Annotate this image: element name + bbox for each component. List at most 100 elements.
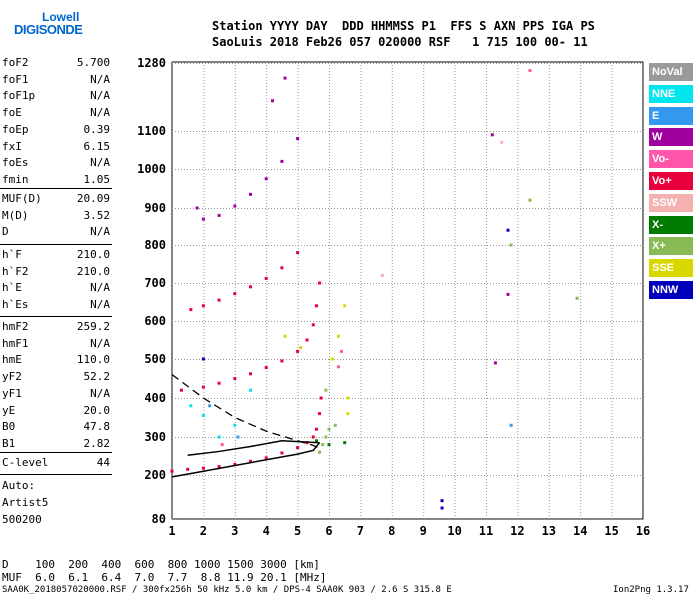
- grid-dot: [266, 305, 268, 306]
- grid-dot: [391, 287, 393, 288]
- grid-dot: [226, 169, 227, 170]
- grid-dot: [643, 464, 644, 465]
- grid-dot: [203, 296, 205, 297]
- grid-dot: [526, 359, 527, 360]
- grid-dot: [643, 257, 644, 258]
- grid-dot: [486, 209, 487, 210]
- grid-dot: [211, 63, 212, 64]
- grid-dot: [400, 321, 401, 322]
- grid-dot: [360, 71, 362, 72]
- grid-dot: [266, 416, 268, 417]
- grid-dot: [486, 413, 487, 414]
- grid-dot: [343, 283, 344, 284]
- grid-dot: [247, 398, 248, 399]
- grid-dot: [349, 519, 350, 520]
- grid-dot: [266, 410, 268, 411]
- grid-dot: [391, 116, 393, 117]
- grid-dot: [409, 321, 410, 322]
- grid-dot: [548, 137, 550, 138]
- grid-dot: [486, 80, 487, 81]
- grid-dot: [184, 321, 185, 322]
- grid-dot: [611, 218, 613, 219]
- grid-dot: [577, 63, 578, 64]
- grid-dot: [266, 275, 268, 276]
- grid-dot: [544, 131, 545, 132]
- grid-dot: [234, 350, 236, 351]
- grid-dot: [548, 449, 550, 450]
- data-point: [327, 427, 331, 431]
- grid-dot: [574, 437, 575, 438]
- grid-dot: [172, 248, 173, 249]
- grid-dot: [430, 131, 431, 132]
- grid-dot: [568, 283, 569, 284]
- grid-dot: [607, 519, 608, 520]
- grid-dot: [619, 131, 620, 132]
- grid-dot: [360, 317, 362, 318]
- grid-dot: [298, 208, 299, 209]
- grid-dot: [611, 446, 613, 447]
- grid-dot: [454, 266, 456, 267]
- grid-dot: [535, 398, 536, 399]
- grid-dot: [337, 245, 338, 246]
- grid-dot: [622, 437, 623, 438]
- grid-dot: [423, 314, 425, 315]
- grid-dot: [203, 506, 205, 507]
- grid-dot: [478, 519, 479, 520]
- grid-dot: [580, 332, 582, 333]
- grid-dot: [486, 179, 487, 180]
- grid-dot: [217, 437, 218, 438]
- grid-dot: [611, 197, 613, 198]
- grid-dot: [463, 131, 464, 132]
- grid-dot: [548, 425, 550, 426]
- grid-dot: [241, 283, 242, 284]
- grid-dot: [481, 208, 482, 209]
- grid-dot: [234, 362, 236, 363]
- grid-dot: [486, 461, 487, 462]
- grid-dot: [595, 519, 596, 520]
- grid-dot: [486, 452, 487, 453]
- grid-dot: [423, 491, 425, 492]
- param-value: 52.2: [83, 370, 111, 384]
- grid-dot: [430, 169, 431, 170]
- grid-dot: [535, 63, 536, 64]
- grid-dot: [211, 169, 212, 170]
- grid-dot: [316, 519, 317, 520]
- grid-dot: [298, 475, 299, 476]
- grid-dot: [250, 208, 251, 209]
- grid-dot: [266, 365, 268, 366]
- grid-dot: [220, 208, 221, 209]
- grid-dot: [466, 398, 467, 399]
- grid-dot: [611, 140, 613, 141]
- grid-dot: [172, 332, 173, 333]
- grid-dot: [520, 437, 521, 438]
- grid-dot: [548, 500, 550, 501]
- grid-dot: [360, 518, 362, 519]
- grid-dot: [277, 131, 278, 132]
- grid-dot: [517, 71, 519, 72]
- grid-dot: [486, 362, 487, 363]
- grid-dot: [329, 257, 330, 258]
- grid-dot: [611, 485, 613, 486]
- grid-dot: [172, 251, 173, 252]
- grid-dot: [289, 283, 290, 284]
- grid-dot: [175, 63, 176, 64]
- grid-dot: [423, 296, 425, 297]
- x-tick-label: 16: [636, 524, 650, 538]
- grid-dot: [643, 107, 644, 108]
- grid-dot: [643, 212, 644, 213]
- grid-dot: [232, 437, 233, 438]
- grid-dot: [199, 359, 200, 360]
- grid-dot: [548, 329, 550, 330]
- grid-dot: [297, 158, 299, 159]
- grid-dot: [360, 329, 362, 330]
- grid-dot: [580, 77, 582, 78]
- grid-dot: [486, 389, 487, 390]
- grid-dot: [361, 131, 362, 132]
- grid-dot: [493, 245, 494, 246]
- grid-dot: [580, 230, 582, 231]
- grid-dot: [616, 359, 617, 360]
- y-tick-label: 800: [144, 238, 166, 252]
- grid-dot: [517, 233, 519, 234]
- grid-dot: [643, 116, 644, 117]
- grid-dot: [367, 359, 368, 360]
